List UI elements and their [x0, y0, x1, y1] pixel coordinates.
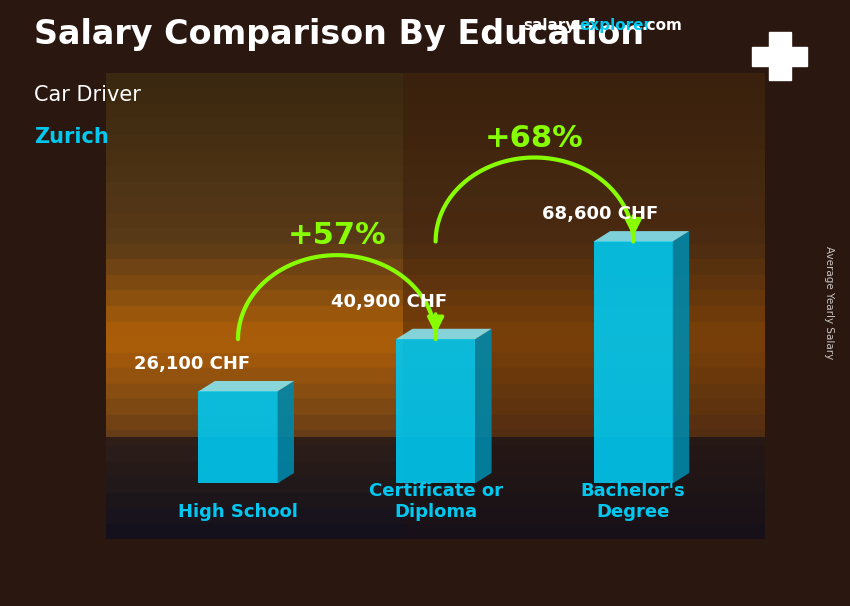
Bar — [106, 213, 765, 228]
Bar — [106, 368, 765, 384]
Bar — [106, 244, 765, 259]
Bar — [106, 150, 765, 166]
Bar — [106, 524, 765, 539]
Bar — [106, 197, 765, 213]
Polygon shape — [593, 242, 673, 484]
Bar — [106, 415, 765, 430]
Bar — [106, 259, 765, 275]
Polygon shape — [475, 329, 491, 484]
Bar — [106, 446, 765, 462]
Text: salary: salary — [523, 18, 575, 33]
Polygon shape — [396, 339, 475, 484]
Bar — [106, 166, 765, 182]
Text: High School: High School — [178, 502, 298, 521]
Bar — [106, 275, 765, 290]
Bar — [769, 32, 790, 80]
Polygon shape — [396, 329, 491, 339]
Bar — [106, 384, 765, 399]
Bar — [106, 104, 765, 119]
Bar — [106, 493, 765, 508]
Bar — [106, 306, 765, 322]
Text: +68%: +68% — [485, 124, 584, 153]
Polygon shape — [673, 231, 689, 484]
Bar — [106, 430, 765, 446]
Bar — [106, 462, 765, 477]
Text: Certificate or
Diploma: Certificate or Diploma — [369, 482, 502, 521]
Bar — [106, 88, 765, 104]
Text: Zurich: Zurich — [34, 127, 109, 147]
Bar — [106, 337, 765, 353]
Bar — [106, 119, 765, 135]
Text: 40,900 CHF: 40,900 CHF — [332, 293, 448, 311]
Bar — [106, 508, 765, 524]
Bar — [106, 399, 765, 415]
Bar — [106, 353, 765, 368]
Bar — [403, 73, 765, 539]
Polygon shape — [593, 231, 689, 242]
Polygon shape — [199, 381, 294, 391]
Text: 26,100 CHF: 26,100 CHF — [133, 355, 250, 373]
Text: Average Yearly Salary: Average Yearly Salary — [824, 247, 834, 359]
Polygon shape — [199, 391, 277, 484]
Bar — [106, 437, 765, 539]
Bar — [106, 182, 765, 197]
Polygon shape — [277, 381, 294, 484]
Text: Car Driver: Car Driver — [34, 85, 141, 105]
Bar — [106, 228, 765, 244]
Text: +57%: +57% — [287, 221, 386, 250]
Text: Salary Comparison By Education: Salary Comparison By Education — [34, 18, 644, 51]
Bar — [752, 47, 808, 65]
Text: explorer: explorer — [580, 18, 652, 33]
Text: 68,600 CHF: 68,600 CHF — [542, 205, 659, 223]
Bar — [106, 322, 765, 337]
Bar — [106, 135, 765, 150]
Bar — [106, 73, 765, 88]
Text: .com: .com — [642, 18, 683, 33]
Bar — [106, 477, 765, 493]
Bar — [106, 290, 765, 306]
Text: Bachelor's
Degree: Bachelor's Degree — [581, 482, 686, 521]
